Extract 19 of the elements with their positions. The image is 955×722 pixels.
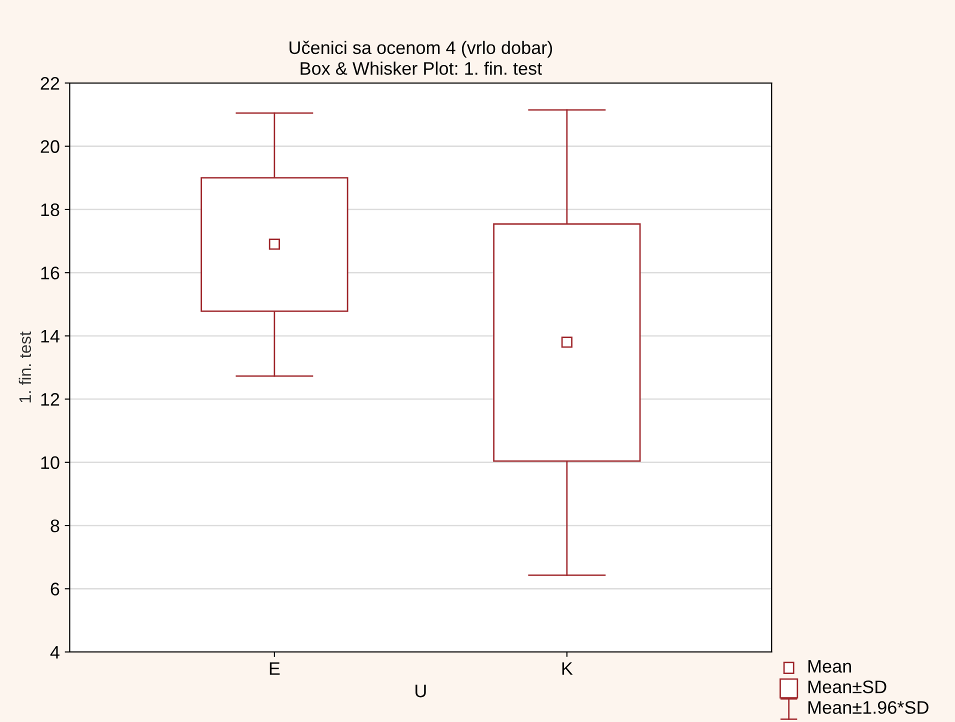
y-tick-label: 8 (50, 519, 60, 532)
x-axis-title: U (416, 684, 426, 698)
y-axis-title: 1. fin. test (18, 331, 32, 402)
y-tick-label: 14 (41, 330, 60, 342)
y-tick-label: 16 (41, 266, 60, 280)
text: Mean±1.96*SD (808, 701, 928, 714)
y-tick-label: 22 (40, 76, 60, 90)
chart-title: Učenici sa ocenom 4 (vrlo dobar) (290, 40, 552, 58)
chart-subtitle: Box & Whisker Plot: 1. fin. test (300, 62, 542, 75)
y-tick-label: 10 (41, 456, 60, 470)
y-tick-label: 20 (40, 140, 60, 153)
y-tick-label: 12 (41, 393, 60, 406)
text: Mean±SD (808, 680, 886, 694)
y-tick-label: 4 (50, 646, 60, 659)
text: Mean (808, 660, 851, 673)
x-tick-label: K (562, 662, 573, 675)
y-tick-label: 6 (50, 582, 60, 596)
x-tick-label: E (270, 662, 280, 675)
y-tick-label: 18 (41, 203, 60, 216)
